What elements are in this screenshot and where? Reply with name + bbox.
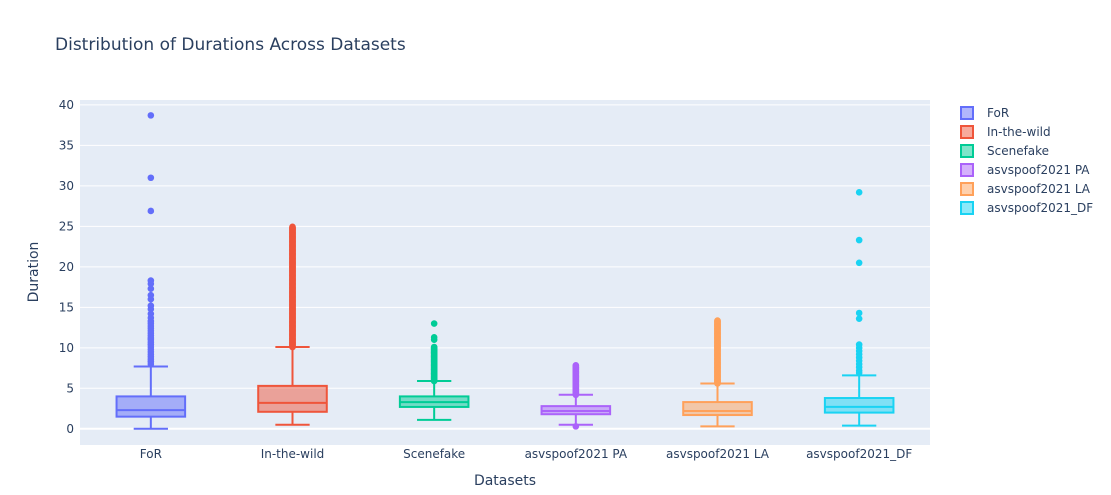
box-series[interactable]: [398, 320, 470, 421]
outlier-point: [147, 207, 155, 215]
outlier-point: [147, 280, 155, 288]
outlier-point: [430, 320, 438, 327]
legend-item[interactable]: In-the-wild: [960, 125, 1051, 139]
legend-swatch: [960, 144, 974, 158]
legend-label: asvspoof2021_DF: [987, 201, 1093, 215]
outlier-point: [147, 295, 155, 303]
outlier-point: [430, 343, 438, 351]
iqr-box: [682, 401, 753, 417]
x-tick-label: asvspoof2021_DF: [806, 447, 912, 461]
outlier-point: [147, 360, 155, 368]
outlier-point: [855, 309, 863, 317]
outlier-point: [855, 259, 863, 267]
outlier-point: [147, 305, 155, 313]
legend-label: asvspoof2021 LA: [987, 182, 1091, 196]
legend-item[interactable]: FoR: [960, 106, 1009, 120]
plot-area: [80, 100, 930, 445]
y-tick-label: 0: [66, 422, 74, 436]
box-series[interactable]: [115, 112, 187, 430]
outlier-point: [289, 223, 296, 231]
outlier-point: [430, 336, 438, 344]
box-series[interactable]: [823, 189, 895, 427]
iqr-box: [257, 384, 328, 413]
outlier-point: [572, 362, 580, 369]
legend-item[interactable]: Scenefake: [960, 144, 1049, 158]
y-tick-label: 5: [66, 381, 74, 395]
legend-swatch: [960, 163, 974, 177]
outlier-point: [855, 236, 863, 244]
legend-swatch: [960, 125, 974, 139]
chart-title: Distribution of Durations Across Dataset…: [55, 35, 406, 55]
outlier-point: [714, 317, 721, 324]
x-tick-label: asvspoof2021 LA: [666, 447, 770, 461]
legend-swatch: [960, 106, 974, 120]
outlier-point: [855, 315, 863, 322]
x-tick-label: asvspoof2021 PA: [525, 447, 628, 461]
y-tick-label: 35: [59, 138, 74, 152]
legend-label: FoR: [987, 106, 1009, 120]
x-axis-label: Datasets: [474, 473, 536, 489]
x-axis-ticks: FoR In-the-wild Scenefake asvspoof2021 PA as…: [140, 447, 913, 461]
y-tick-label: 25: [59, 219, 74, 233]
box-series[interactable]: [682, 317, 753, 428]
x-tick-label: In-the-wild: [261, 447, 325, 461]
y-tick-label: 30: [59, 179, 74, 193]
outlier-point: [147, 285, 155, 292]
y-axis-ticks: 0 5 10 15 20 25 30 35 40: [59, 98, 74, 436]
iqr-box: [115, 395, 187, 418]
gridlines: [80, 104, 930, 430]
box-series[interactable]: [540, 362, 612, 430]
outlier-point: [855, 189, 863, 196]
y-tick-label: 40: [59, 98, 74, 112]
legend-label: In-the-wild: [987, 125, 1051, 139]
legend-swatch: [960, 182, 974, 196]
legend[interactable]: FoR In-the-wild Scenefake asvspoof2021 PA as…: [960, 106, 1093, 215]
outlier-point: [572, 423, 580, 430]
boxes: [115, 112, 895, 430]
iqr-box: [823, 397, 895, 414]
legend-swatch: [960, 201, 974, 215]
y-tick-label: 10: [59, 341, 74, 355]
outlier-point: [855, 369, 863, 377]
y-tick-label: 20: [59, 260, 74, 274]
y-tick-label: 15: [59, 300, 74, 314]
box-series[interactable]: [257, 223, 328, 426]
legend-item[interactable]: asvspoof2021_DF: [960, 201, 1093, 215]
legend-item[interactable]: asvspoof2021 PA: [960, 163, 1090, 177]
legend-label: asvspoof2021 PA: [987, 163, 1090, 177]
outlier-point: [147, 174, 155, 182]
x-tick-label: Scenefake: [403, 447, 465, 461]
y-axis-label: Duration: [26, 242, 42, 303]
outlier-point: [147, 112, 155, 119]
legend-item[interactable]: asvspoof2021 LA: [960, 182, 1091, 196]
x-tick-label: FoR: [140, 447, 162, 461]
legend-label: Scenefake: [987, 144, 1049, 158]
